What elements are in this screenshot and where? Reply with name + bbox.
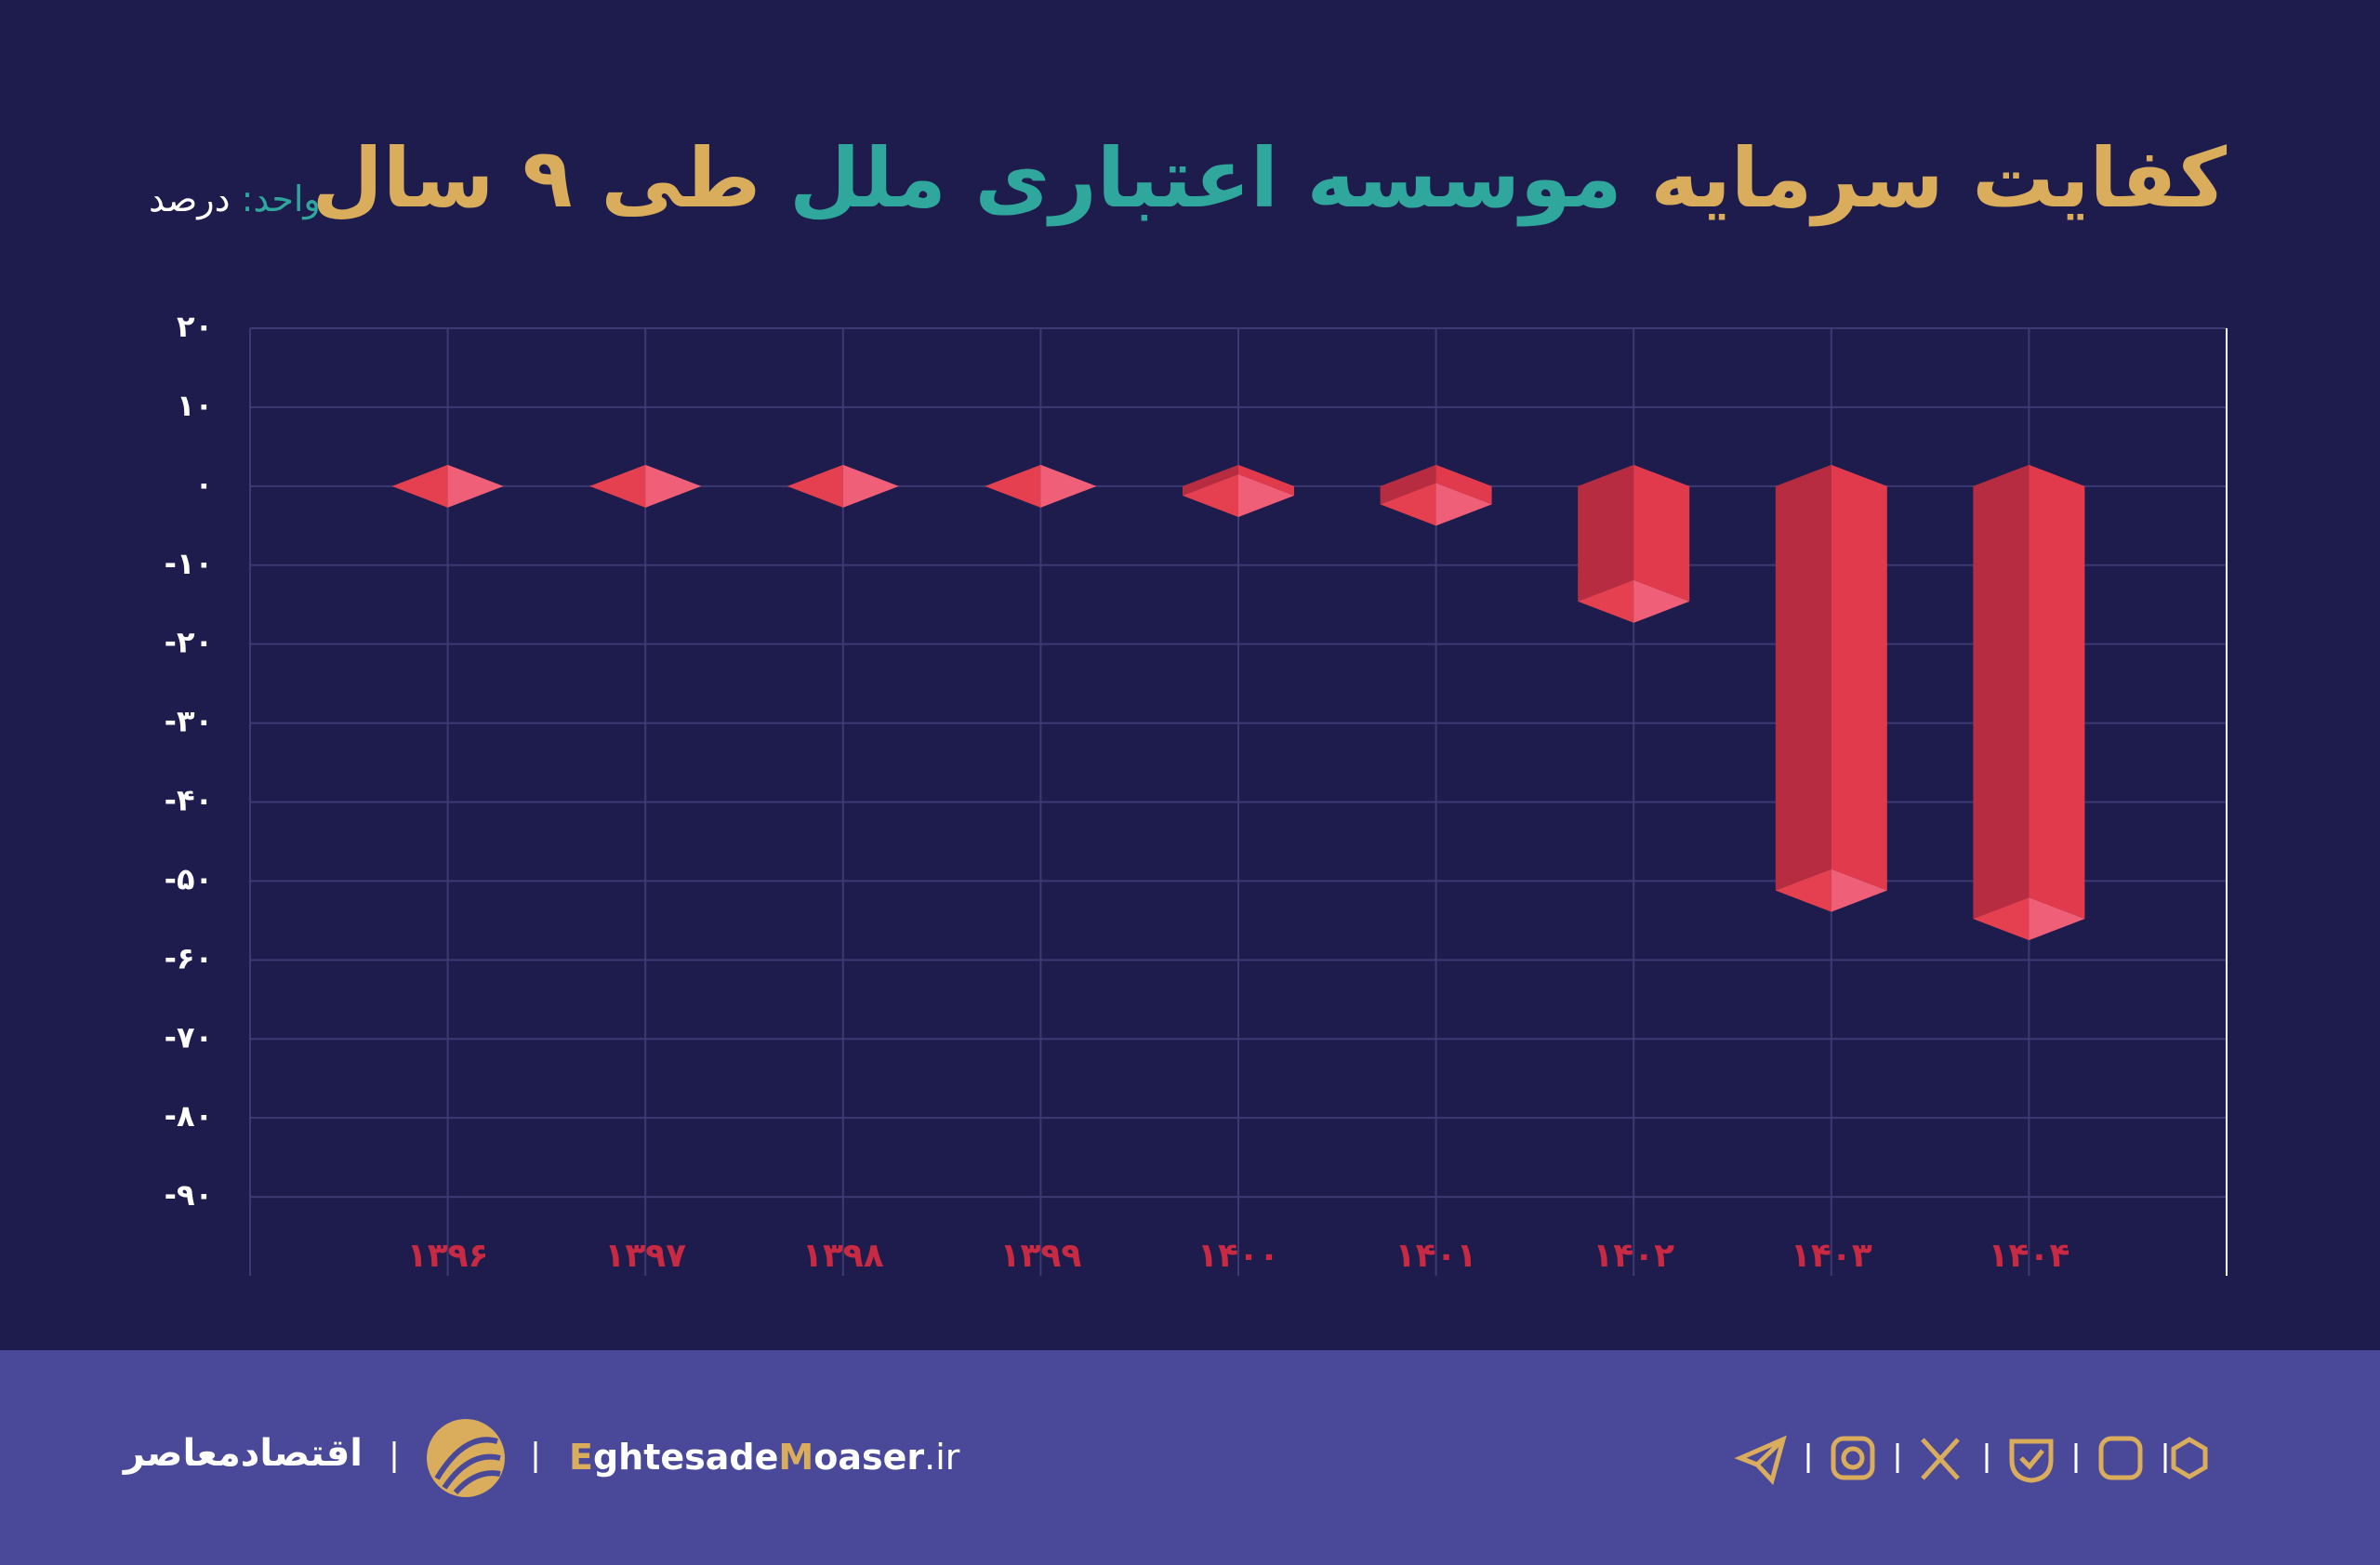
bar-cap-right	[842, 464, 899, 508]
bar-cap-left	[391, 464, 448, 508]
title-part: طی ۹ سال	[311, 130, 761, 226]
unit-value: درصد	[149, 179, 231, 219]
bar-cap-right	[2029, 897, 2085, 941]
y-tick-label: -۳۰	[165, 704, 213, 739]
x-tick-label: ۱۴۰۱	[1395, 1237, 1477, 1275]
y-tick-label: -۹۰	[165, 1177, 213, 1213]
website-part: ghtesade	[592, 1437, 779, 1478]
bar-cap-right	[1435, 483, 1492, 526]
x-tick-label: ۱۴۰۴	[1988, 1237, 2069, 1275]
bar-left-face	[1183, 464, 1238, 497]
bar-right-face	[1238, 464, 1294, 497]
bar-cap-left	[1578, 579, 1634, 623]
bar-cap-left	[1183, 474, 1238, 518]
chart: ۲۰ ۱۰ ۰ -۱۰ -۲۰ -۳۰ -۴۰ -۵۰ -۶۰ -۷۰ -۸۰ -۹۰ ۱۳۹۶ ۱۳۹۷…	[165, 309, 2228, 1276]
bar-cap-left	[787, 464, 843, 508]
title-part: موسسه اعتباری ملل	[788, 130, 1622, 226]
website-part: M	[778, 1437, 814, 1478]
y-tick-label: -۶۰	[165, 940, 213, 975]
y-tick-label: -۵۰	[165, 861, 213, 896]
bar-right-face	[1435, 464, 1492, 505]
unit: واحد: درصد	[149, 179, 321, 219]
bar-left-face	[1775, 464, 1831, 891]
bar-cap-left	[1380, 483, 1436, 526]
y-tick-label: -۷۰	[165, 1019, 213, 1054]
bar-cap-right	[1040, 464, 1097, 508]
chart-title: کفایت سرمایه موسسه اعتباری ملل طی ۹ سال	[311, 130, 2227, 226]
website-part: oaser	[813, 1437, 925, 1478]
x-tick-label: ۱۳۹۷	[604, 1237, 686, 1275]
bar-cap-right	[447, 464, 504, 508]
bar-cap-right	[1831, 869, 1887, 912]
bar-cap-left	[589, 464, 646, 508]
x-tick-label: ۱۳۹۶	[407, 1237, 489, 1275]
title-part: کفایت سرمایه	[1650, 130, 2227, 226]
bar-cap-left	[1775, 869, 1831, 912]
unit-label: واحد:	[241, 179, 321, 219]
bar-cap-right	[645, 464, 702, 508]
website-part: E	[569, 1437, 593, 1478]
y-tick-label: ۰	[194, 467, 213, 502]
y-tick-label: -۲۰	[165, 625, 213, 660]
bar-right-face	[2029, 464, 2085, 920]
y-tick-label: -۸۰	[165, 1098, 213, 1134]
website-part: .ir	[924, 1437, 960, 1478]
bar-left-face	[1973, 464, 2030, 920]
y-tick-label: ۲۰	[177, 309, 213, 344]
bar-left-face	[1578, 464, 1634, 602]
footer	[0, 1350, 2380, 1565]
x-tick-label: ۱۴۰۰	[1197, 1237, 1279, 1275]
y-tick-label: -۴۰	[165, 783, 213, 818]
bar-right-face	[1633, 464, 1690, 602]
bar-left-face	[1380, 464, 1436, 505]
bar-cap-right	[1238, 474, 1294, 518]
x-tick-label: ۱۴۰۳	[1791, 1237, 1872, 1275]
y-tick-label: ۱۰	[177, 388, 213, 423]
bar-cap-right	[1633, 579, 1690, 623]
x-tick-label: ۱۳۹۸	[802, 1237, 884, 1275]
bar-right-face	[1831, 464, 1887, 891]
brand: اقتصادمعاصر	[123, 1432, 363, 1475]
x-tick-label: ۱۴۰۲	[1593, 1237, 1674, 1275]
bar-cap-left	[1973, 897, 2030, 941]
website[interactable]: EghtesadeMoaser.ir	[569, 1437, 959, 1478]
bar-cap-left	[985, 464, 1041, 508]
y-tick-label: -۱۰	[165, 546, 213, 581]
x-tick-label: ۱۳۹۹	[999, 1237, 1081, 1275]
